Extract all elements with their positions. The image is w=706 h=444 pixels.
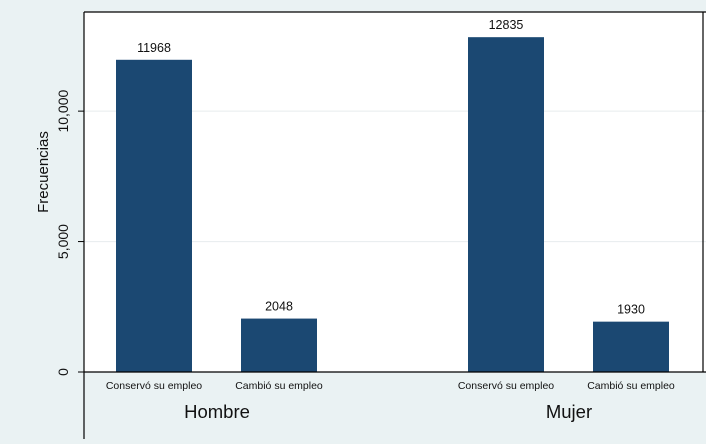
data-label-mujer-0: 12835 xyxy=(489,18,524,32)
category-label-mujer-1: Cambió su empleo xyxy=(587,380,675,392)
y-tick-label-1: 5,000 xyxy=(55,224,71,259)
y-tick-label-2: 10,000 xyxy=(55,90,71,133)
y-tick-label-0: 0 xyxy=(55,368,71,376)
bar-mujer-1 xyxy=(593,322,669,372)
bar-hombre-0 xyxy=(116,60,192,372)
group-label-mujer: Mujer xyxy=(546,401,592,422)
data-label-hombre-0: 11968 xyxy=(137,41,171,55)
y-axis-title: Frecuencias xyxy=(35,131,52,213)
data-label-hombre-1: 2048 xyxy=(265,300,293,314)
data-label-mujer-1: 1930 xyxy=(617,303,645,317)
group-label-hombre: Hombre xyxy=(184,401,250,422)
category-label-hombre-0: Conservó su empleo xyxy=(106,380,202,392)
category-label-mujer-0: Conservó su empleo xyxy=(458,380,554,392)
bar-hombre-1 xyxy=(241,319,317,372)
bar-mujer-0 xyxy=(468,37,544,372)
category-label-hombre-1: Cambió su empleo xyxy=(235,380,323,392)
